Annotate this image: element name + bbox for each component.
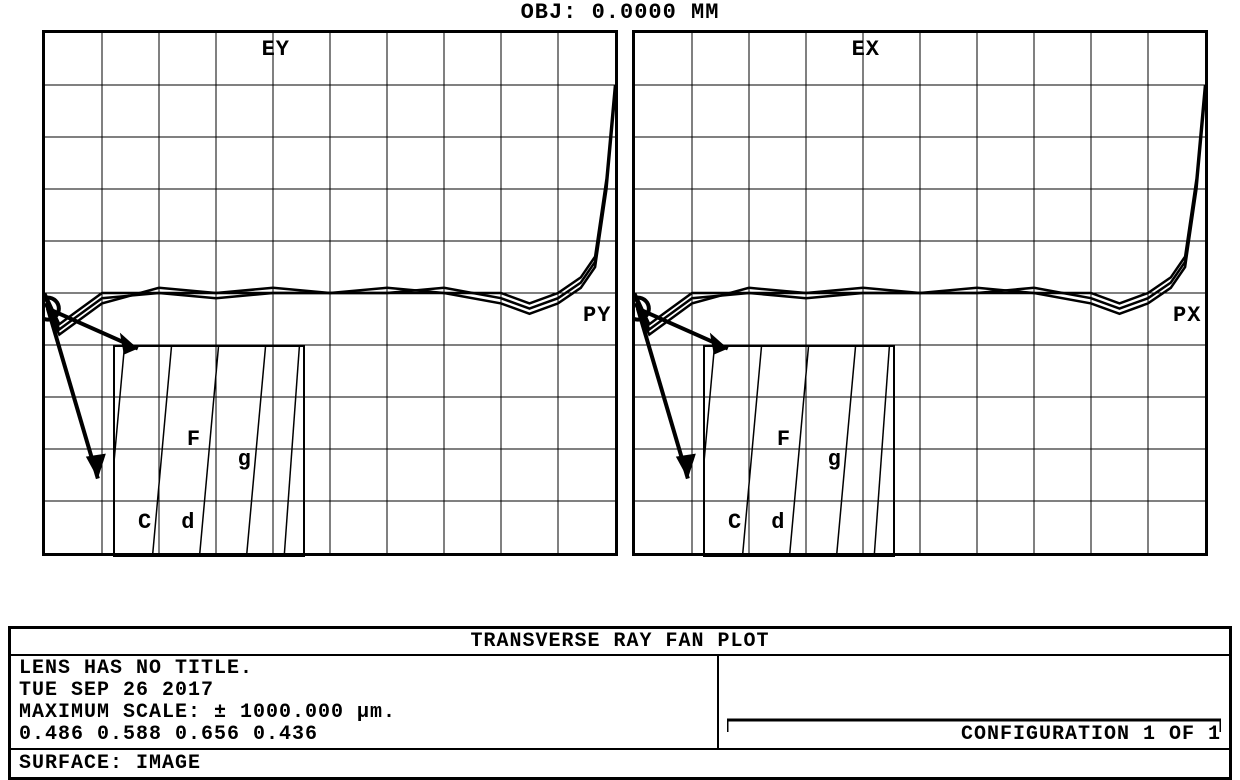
legend-label: F [187,427,201,452]
object-title: OBJ: 0.0000 MM [0,0,1240,25]
axis-label-p: PX [1173,303,1201,328]
date-line: TUE SEP 26 2017 [19,680,709,702]
legend-label: g [238,447,252,472]
footer-block: TRANSVERSE RAY FAN PLOT LENS HAS NO TITL… [8,626,1232,780]
plot-type-heading: TRANSVERSE RAY FAN PLOT [11,629,1229,656]
wavelength-legend: Cd Fg [703,345,895,557]
legend-label: g [828,447,842,472]
ray-fan-plot: Cd Fg EY PY [42,30,618,556]
surface-line: SURFACE: IMAGE [11,748,1229,777]
legend-label: d [181,510,195,535]
scale-line: MAXIMUM SCALE: ± 1000.000 µm. [19,702,709,724]
lens-title-line: LENS HAS NO TITLE. [19,658,709,680]
legend-label: F [777,427,791,452]
ray-fan-plot: Cd Fg EX PX [632,30,1208,556]
wavelength-legend: Cd Fg [113,345,305,557]
legend-label: C [728,510,742,535]
configuration-label: CONFIGURATION 1 OF 1 [961,723,1221,746]
legend-label: C [138,510,152,535]
wavelengths-line: 0.486 0.588 0.656 0.436 [19,724,709,746]
legend-label: d [771,510,785,535]
axis-label-p: PY [583,303,611,328]
axis-label-e: EX [852,37,880,62]
axis-label-e: EY [262,37,290,62]
